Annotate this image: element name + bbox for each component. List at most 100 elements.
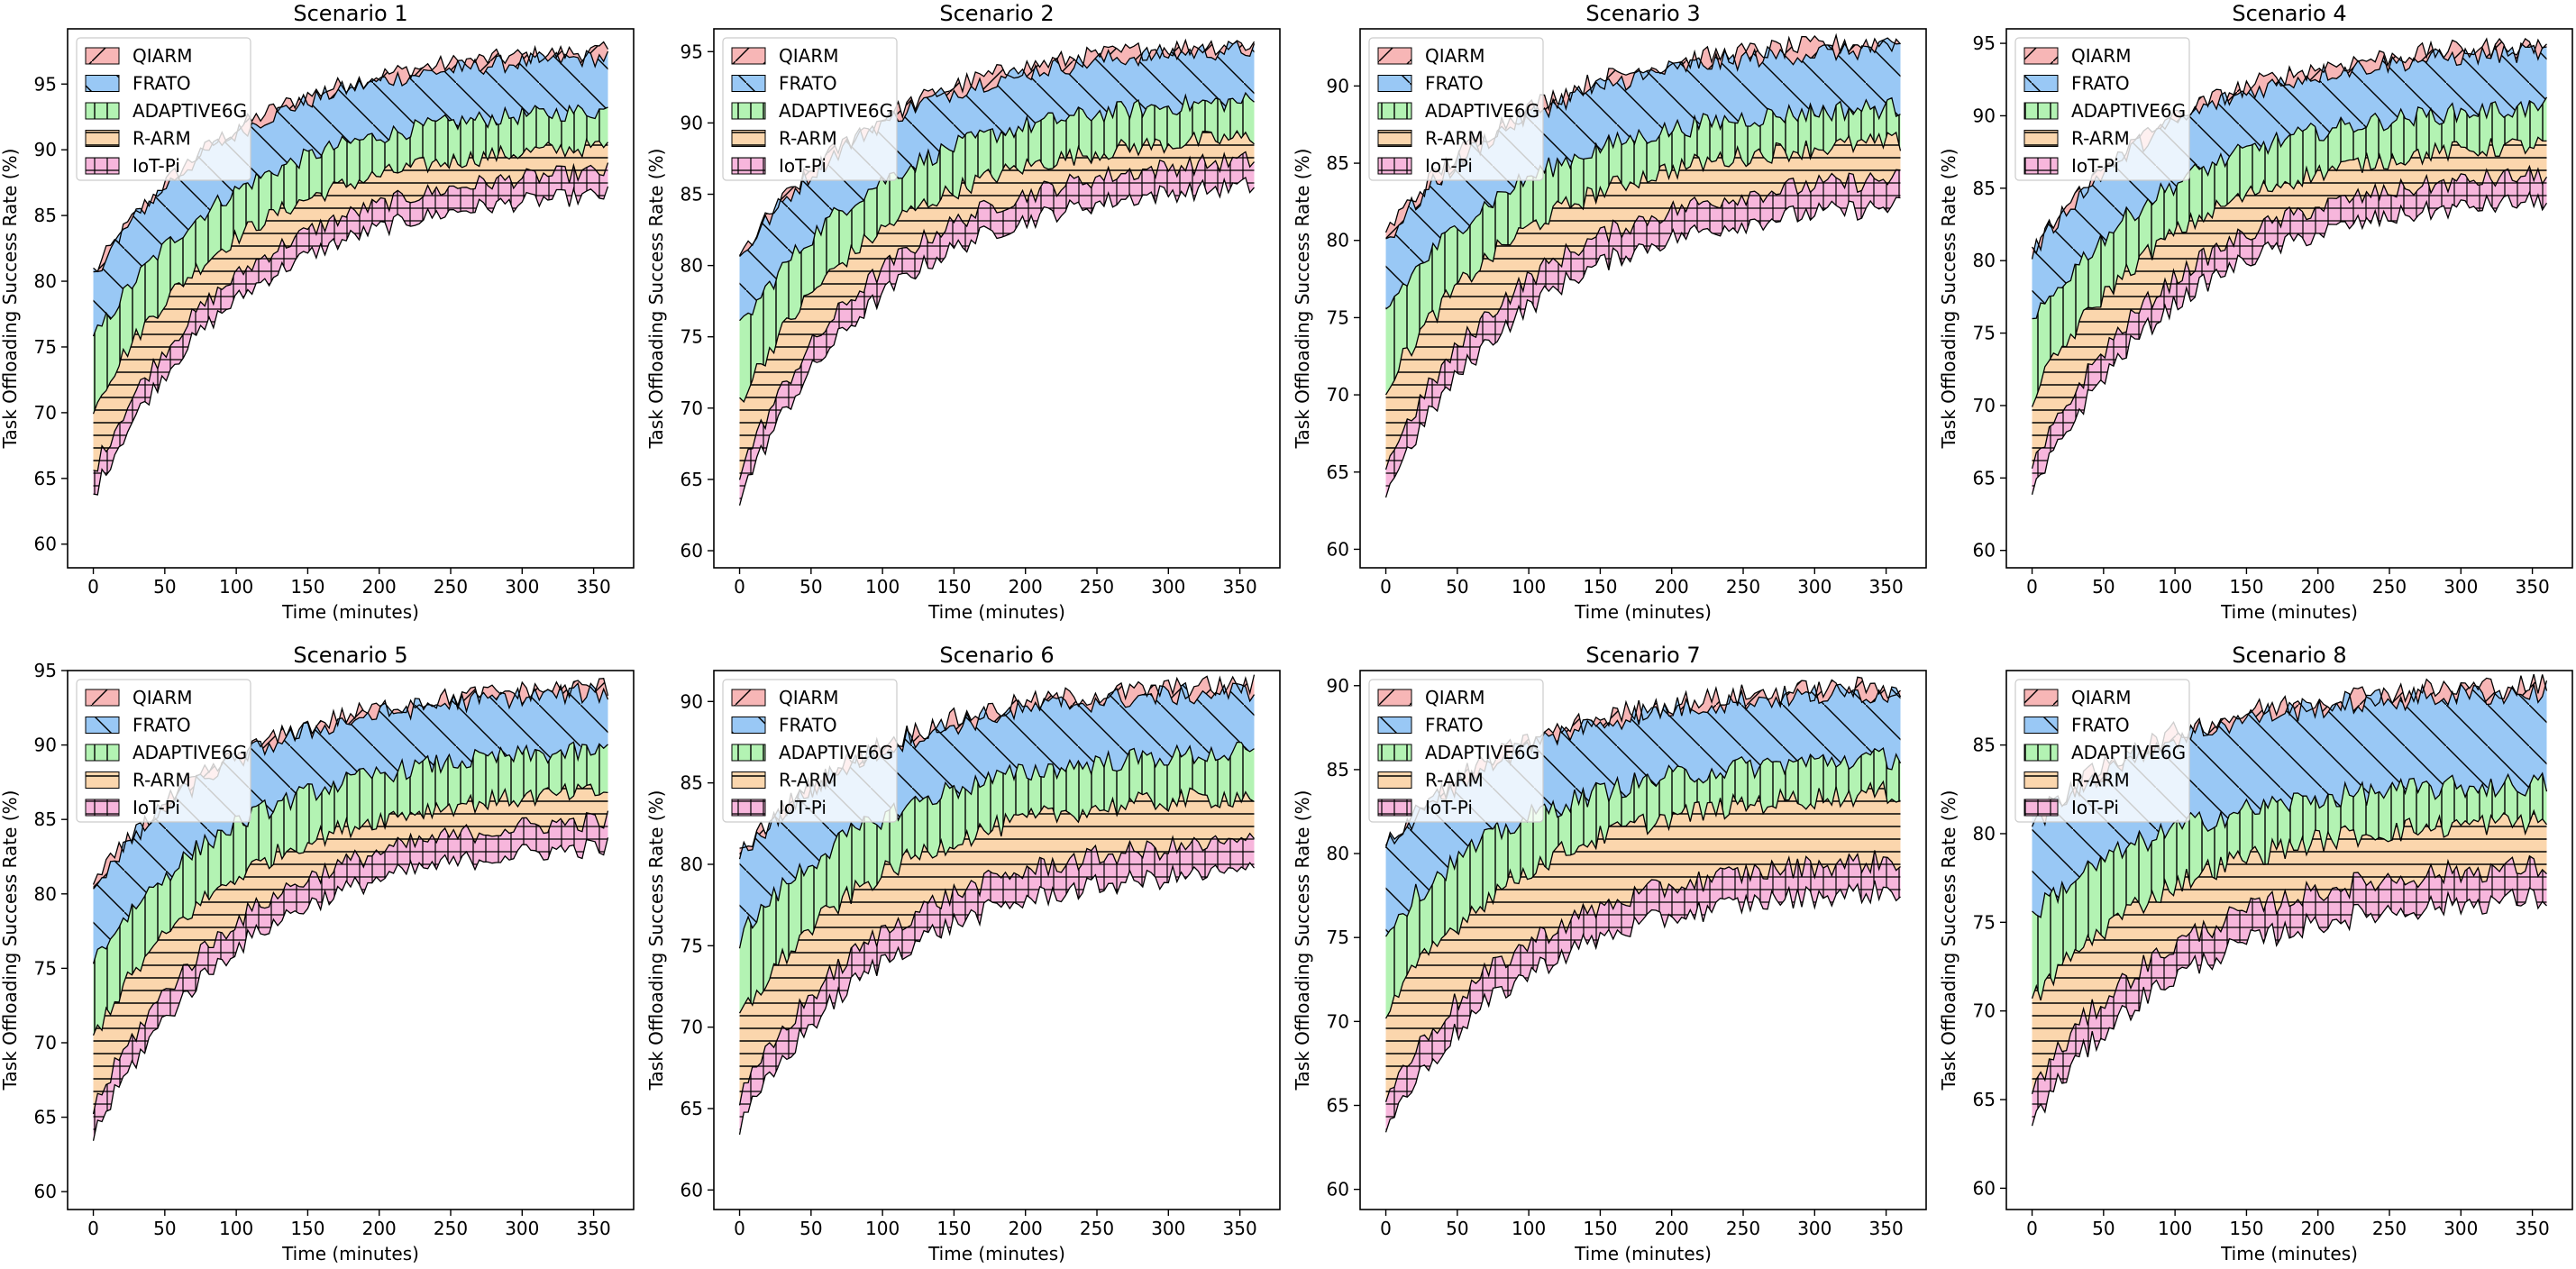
x-tick-label: 150 [290,576,324,598]
legend: QIARM FRATO ADAPTIVE6G R-ARM IoT-Pi [2014,37,2190,181]
band-hatch-r-arm [739,788,1255,1106]
line-r-arm [1384,131,1902,396]
panel-title: Scenario 7 [1585,643,1700,668]
x-tick-label: 0 [2026,576,2038,598]
band-hatch-frato [1385,38,1901,309]
legend: QIARM FRATO ADAPTIVE6G R-ARM IoT-Pi [1368,37,1544,181]
legend-label-r-arm: R-ARM [1425,770,1484,791]
y-tick-label: 90 [681,690,703,712]
x-tick-label: 200 [1655,1218,1689,1239]
panel-1: 0 50 100 150 200 250 300 350 60 65 70 75 80 85 90 95 Sce… [0,1,635,623]
x-tick-label: 50 [153,576,176,598]
x-tick-label: 250 [2372,1218,2407,1239]
plot-area [92,41,609,496]
y-tick-label: 70 [1327,1010,1349,1032]
legend-label-adaptive6g: ADAPTIVE6G [132,100,247,122]
x-tick-label: 100 [219,1218,253,1239]
legend-swatch-hatch [732,48,765,64]
band-hatch-iot-pi [739,151,1255,506]
legend-swatch-hatch [1378,130,1411,147]
legend-swatch-hatch [732,799,765,816]
legend-swatch-hatch [86,158,119,174]
y-axis-label: Task Offloading Success Rate (%) [0,790,21,1091]
band-hatch-frato [739,41,1255,321]
x-tick-label: 150 [936,576,971,598]
band-hatch-adaptive6g [2032,96,2547,407]
y-axis-label: Task Offloading Success Rate (%) [0,149,21,450]
legend-label-adaptive6g: ADAPTIVE6G [779,742,893,763]
line-adaptive6g [739,91,1255,322]
x-tick-label: 100 [865,576,900,598]
x-tick-label: 250 [1726,576,1760,598]
y-tick-label: 85 [1327,152,1349,174]
y-tick-label: 65 [1327,1094,1349,1116]
legend-swatch-hatch [1378,689,1411,706]
x-tick-label: 200 [1655,576,1689,598]
line-lower-bound [1384,880,1901,1133]
y-tick-label: 75 [1327,306,1349,328]
line-lower-bound [738,862,1256,1135]
legend-label-r-arm: R-ARM [132,128,191,150]
band-hatch-iot-pi [93,162,608,495]
legend-swatch-hatch [86,103,119,119]
legend-swatch-hatch [732,717,765,734]
legend-swatch-hatch [732,103,765,119]
legend-swatch-hatch [732,158,765,174]
band-hatch-frato [93,683,608,964]
y-tick-label: 75 [1973,323,1996,344]
y-tick-label: 90 [1327,675,1349,697]
x-tick-label: 200 [362,1218,397,1239]
legend-label-adaptive6g: ADAPTIVE6G [779,100,893,122]
x-axis-label: Time (minutes) [2220,1243,2358,1264]
legend-box [76,679,251,823]
x-tick-label: 50 [1446,576,1468,598]
legend-swatch-hatch [86,48,119,64]
plot-area [738,38,1256,507]
x-tick-label: 0 [87,1218,99,1239]
line-lower-bound [2031,887,2547,1127]
band-hatch-qiarm [93,678,608,890]
legend-label-adaptive6g: ADAPTIVE6G [132,742,247,763]
legend-label-adaptive6g: ADAPTIVE6G [2071,100,2186,122]
x-tick-label: 350 [577,1218,611,1239]
y-tick-label: 70 [1973,1000,1996,1022]
x-tick-label: 100 [1512,576,1546,598]
y-tick-label: 65 [1973,1089,1996,1110]
legend-label-r-arm: R-ARM [2071,770,2130,791]
x-tick-label: 100 [865,1218,900,1239]
y-tick-label: 75 [1327,927,1349,948]
legend-swatch-hatch [1378,48,1411,64]
legend-label-iot-pi: IoT-Pi [2071,155,2119,177]
legend-label-frato: FRATO [779,715,837,736]
line-lower-bound [92,837,609,1141]
x-tick-label: 50 [1446,1218,1468,1239]
y-tick-label: 65 [1327,461,1349,483]
x-tick-label: 300 [505,1218,539,1239]
legend-swatch-hatch [86,75,119,92]
legend: QIARM FRATO ADAPTIVE6G R-ARM IoT-Pi [76,37,251,181]
y-tick-label: 85 [1973,735,1996,756]
x-tick-label: 200 [362,576,397,598]
panel-4: 0 50 100 150 200 250 300 350 60 65 70 75 80 85 90 95 Sce… [1938,1,2573,623]
x-tick-label: 300 [1151,1218,1185,1239]
x-tick-label: 0 [734,1218,745,1239]
band-hatch-frato [2032,43,2547,319]
legend-swatch-hatch [2024,130,2058,147]
y-tick-label: 60 [34,1181,57,1202]
band-hatch-iot-pi [93,810,608,1141]
legend-label-r-arm: R-ARM [779,128,837,150]
y-tick-label: 75 [34,957,57,979]
line-r-arm [2031,808,2548,1001]
x-axis-label: Time (minutes) [1574,1243,1712,1264]
y-tick-label: 75 [681,935,703,956]
legend-label-iot-pi: IoT-Pi [779,797,827,818]
legend-swatch-hatch [86,799,119,816]
x-tick-label: 350 [2516,1218,2550,1239]
line-r-arm [739,129,1255,404]
x-tick-label: 250 [434,576,468,598]
axes-frame [67,28,635,569]
legend: QIARM FRATO ADAPTIVE6G R-ARM IoT-Pi [722,679,898,823]
panel-title: Scenario 5 [293,643,407,668]
legend-label-r-arm: R-ARM [132,770,191,791]
y-tick-label: 85 [681,772,703,794]
